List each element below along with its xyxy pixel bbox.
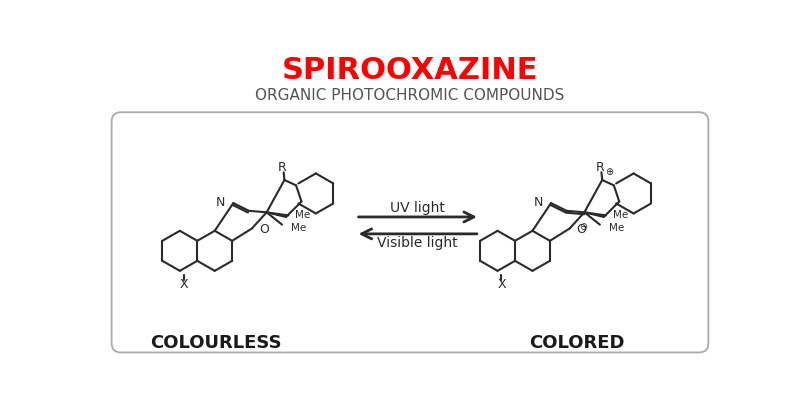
Text: Me: Me	[613, 210, 628, 220]
Text: UV light: UV light	[390, 202, 445, 216]
Text: X: X	[497, 278, 506, 291]
Text: ⊖: ⊖	[579, 222, 588, 232]
FancyBboxPatch shape	[112, 112, 708, 353]
Text: O: O	[259, 223, 269, 236]
Text: N: N	[534, 196, 543, 209]
Text: Me: Me	[609, 223, 625, 233]
Text: Me: Me	[291, 223, 306, 233]
Text: Me: Me	[295, 210, 310, 220]
Text: R: R	[278, 161, 286, 174]
Text: Visible light: Visible light	[378, 236, 458, 250]
Text: COLORED: COLORED	[529, 334, 624, 352]
Text: R: R	[595, 161, 604, 174]
Text: COLOURLESS: COLOURLESS	[150, 334, 282, 352]
Text: X: X	[179, 278, 188, 291]
Text: ORGANIC PHOTOCHROMIC COMPOUNDS: ORGANIC PHOTOCHROMIC COMPOUNDS	[255, 88, 565, 103]
Text: SPIROOXAZINE: SPIROOXAZINE	[282, 56, 538, 85]
Text: ⊕: ⊕	[605, 167, 614, 177]
Text: N: N	[216, 196, 226, 209]
Text: O: O	[577, 223, 586, 236]
